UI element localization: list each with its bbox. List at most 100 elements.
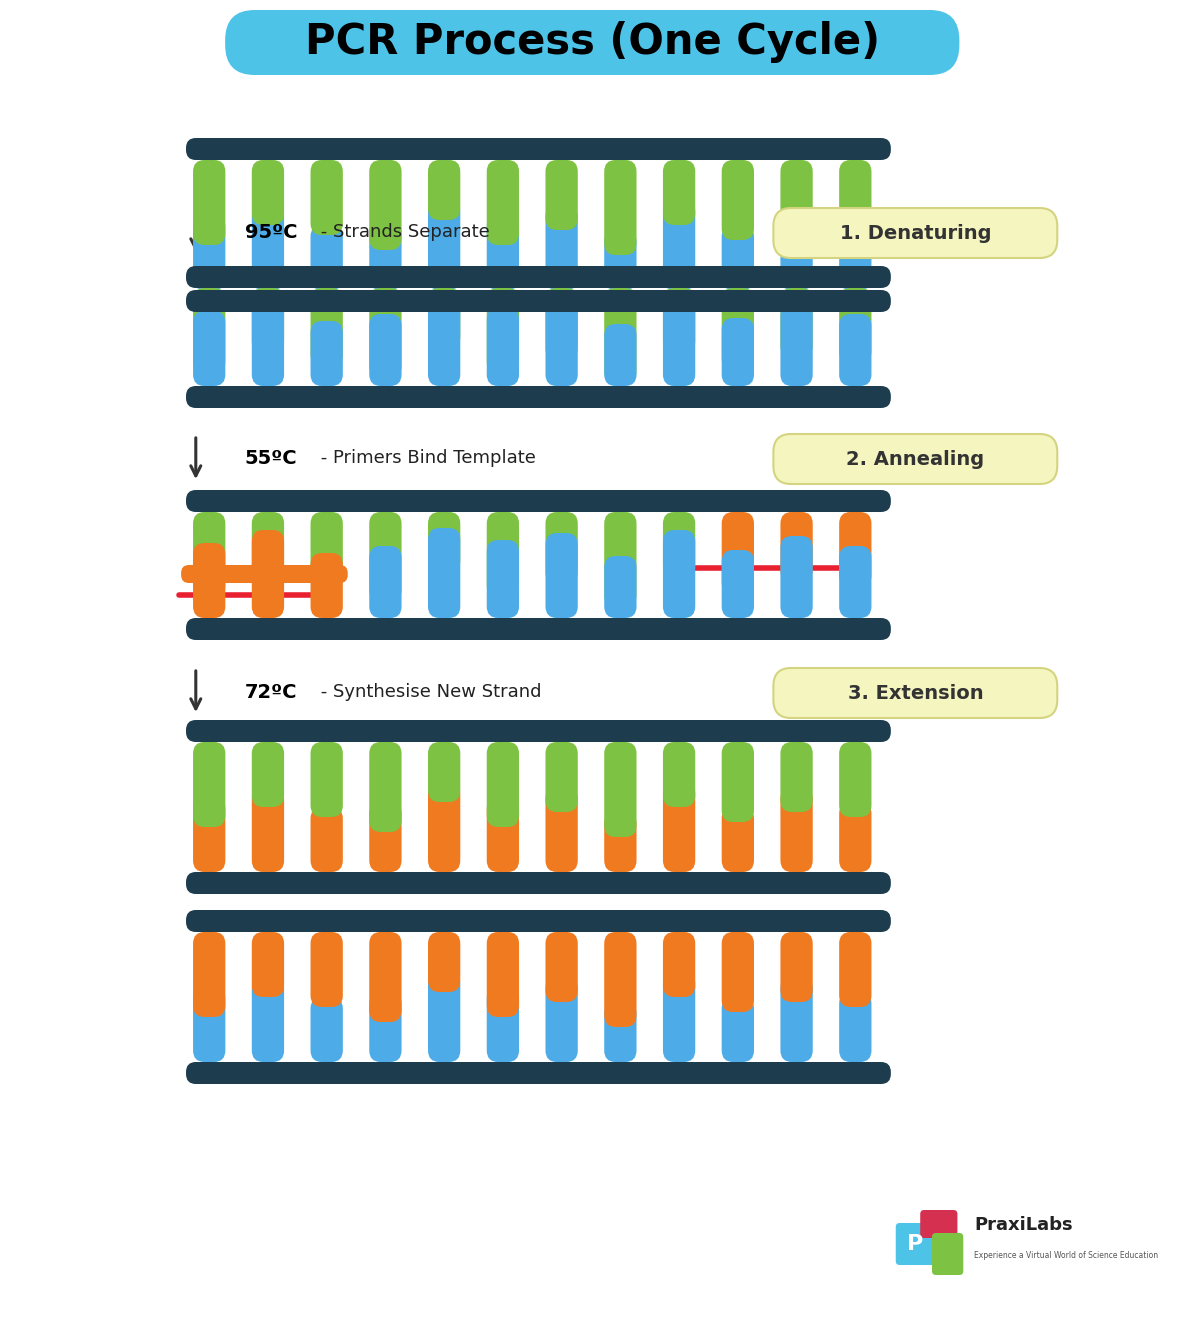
FancyBboxPatch shape [546,289,577,360]
Text: 3. Extension: 3. Extension [847,684,983,702]
FancyBboxPatch shape [186,386,890,408]
FancyBboxPatch shape [605,230,636,290]
Text: 2. Annealing: 2. Annealing [846,450,984,468]
FancyBboxPatch shape [605,932,636,1027]
FancyBboxPatch shape [487,160,520,245]
FancyBboxPatch shape [662,512,695,577]
FancyBboxPatch shape [546,512,577,584]
FancyBboxPatch shape [252,742,284,807]
Text: PraxiLabs: PraxiLabs [974,1216,1073,1234]
FancyBboxPatch shape [773,668,1057,718]
Text: Experience a Virtual World of Science Education: Experience a Virtual World of Science Ed… [974,1250,1158,1260]
FancyBboxPatch shape [252,932,284,998]
FancyBboxPatch shape [193,742,226,827]
FancyBboxPatch shape [780,512,812,583]
FancyBboxPatch shape [546,160,577,230]
FancyBboxPatch shape [780,978,812,1061]
FancyBboxPatch shape [252,160,284,225]
FancyBboxPatch shape [839,289,871,363]
FancyBboxPatch shape [370,547,402,618]
FancyBboxPatch shape [186,618,890,640]
FancyBboxPatch shape [428,160,461,219]
FancyBboxPatch shape [487,540,520,618]
FancyBboxPatch shape [487,512,520,597]
FancyBboxPatch shape [662,200,695,290]
FancyBboxPatch shape [311,742,343,817]
FancyBboxPatch shape [721,512,754,595]
FancyBboxPatch shape [487,742,520,827]
FancyBboxPatch shape [186,290,890,313]
FancyBboxPatch shape [605,160,636,255]
FancyBboxPatch shape [370,512,402,602]
FancyBboxPatch shape [605,325,636,386]
FancyBboxPatch shape [226,11,959,74]
FancyBboxPatch shape [252,529,284,618]
FancyBboxPatch shape [605,289,636,383]
FancyBboxPatch shape [839,992,871,1061]
FancyBboxPatch shape [193,797,226,872]
FancyBboxPatch shape [839,547,871,618]
FancyBboxPatch shape [370,314,402,386]
Text: - Primers Bind Template: - Primers Bind Template [316,450,536,467]
FancyBboxPatch shape [428,742,461,802]
FancyBboxPatch shape [932,1233,964,1275]
FancyBboxPatch shape [780,536,812,618]
Text: 95ºC: 95ºC [245,222,298,242]
FancyBboxPatch shape [311,932,343,1007]
FancyBboxPatch shape [546,301,577,386]
FancyBboxPatch shape [721,932,754,1012]
FancyBboxPatch shape [721,742,754,822]
FancyBboxPatch shape [193,289,226,372]
FancyBboxPatch shape [428,932,461,992]
Text: - Strands Separate: - Strands Separate [316,223,490,241]
FancyBboxPatch shape [920,1210,958,1238]
FancyBboxPatch shape [605,813,636,872]
FancyBboxPatch shape [780,205,812,290]
FancyBboxPatch shape [311,807,343,872]
FancyBboxPatch shape [311,321,343,386]
FancyBboxPatch shape [186,138,890,160]
FancyBboxPatch shape [839,219,871,290]
FancyBboxPatch shape [605,512,636,606]
FancyBboxPatch shape [186,266,890,289]
FancyBboxPatch shape [428,289,461,348]
FancyBboxPatch shape [428,528,461,618]
FancyBboxPatch shape [370,742,402,833]
FancyBboxPatch shape [546,205,577,290]
FancyBboxPatch shape [428,512,461,572]
FancyBboxPatch shape [186,910,890,932]
FancyBboxPatch shape [662,972,695,1061]
FancyBboxPatch shape [780,160,812,230]
FancyBboxPatch shape [193,160,226,245]
FancyBboxPatch shape [662,160,695,225]
FancyBboxPatch shape [662,742,695,807]
FancyBboxPatch shape [311,998,343,1061]
FancyBboxPatch shape [487,797,520,872]
FancyBboxPatch shape [780,932,812,1001]
FancyBboxPatch shape [311,225,343,290]
FancyBboxPatch shape [721,807,754,872]
FancyBboxPatch shape [605,1001,636,1061]
FancyBboxPatch shape [186,1061,890,1084]
FancyBboxPatch shape [370,992,402,1061]
FancyBboxPatch shape [839,512,871,587]
FancyBboxPatch shape [487,987,520,1061]
FancyBboxPatch shape [839,314,871,386]
FancyBboxPatch shape [780,289,812,358]
FancyBboxPatch shape [252,205,284,290]
FancyBboxPatch shape [721,225,754,290]
FancyBboxPatch shape [311,512,343,591]
FancyBboxPatch shape [546,742,577,813]
FancyBboxPatch shape [721,318,754,386]
FancyBboxPatch shape [252,512,284,577]
Text: 1. Denaturing: 1. Denaturing [840,223,991,242]
FancyBboxPatch shape [370,289,402,378]
FancyBboxPatch shape [428,972,461,1061]
FancyBboxPatch shape [546,978,577,1061]
FancyBboxPatch shape [546,787,577,872]
Text: - Synthesise New Strand: - Synthesise New Strand [316,684,541,701]
FancyBboxPatch shape [605,556,636,618]
FancyBboxPatch shape [780,787,812,872]
FancyBboxPatch shape [193,932,226,1017]
FancyBboxPatch shape [721,289,754,370]
